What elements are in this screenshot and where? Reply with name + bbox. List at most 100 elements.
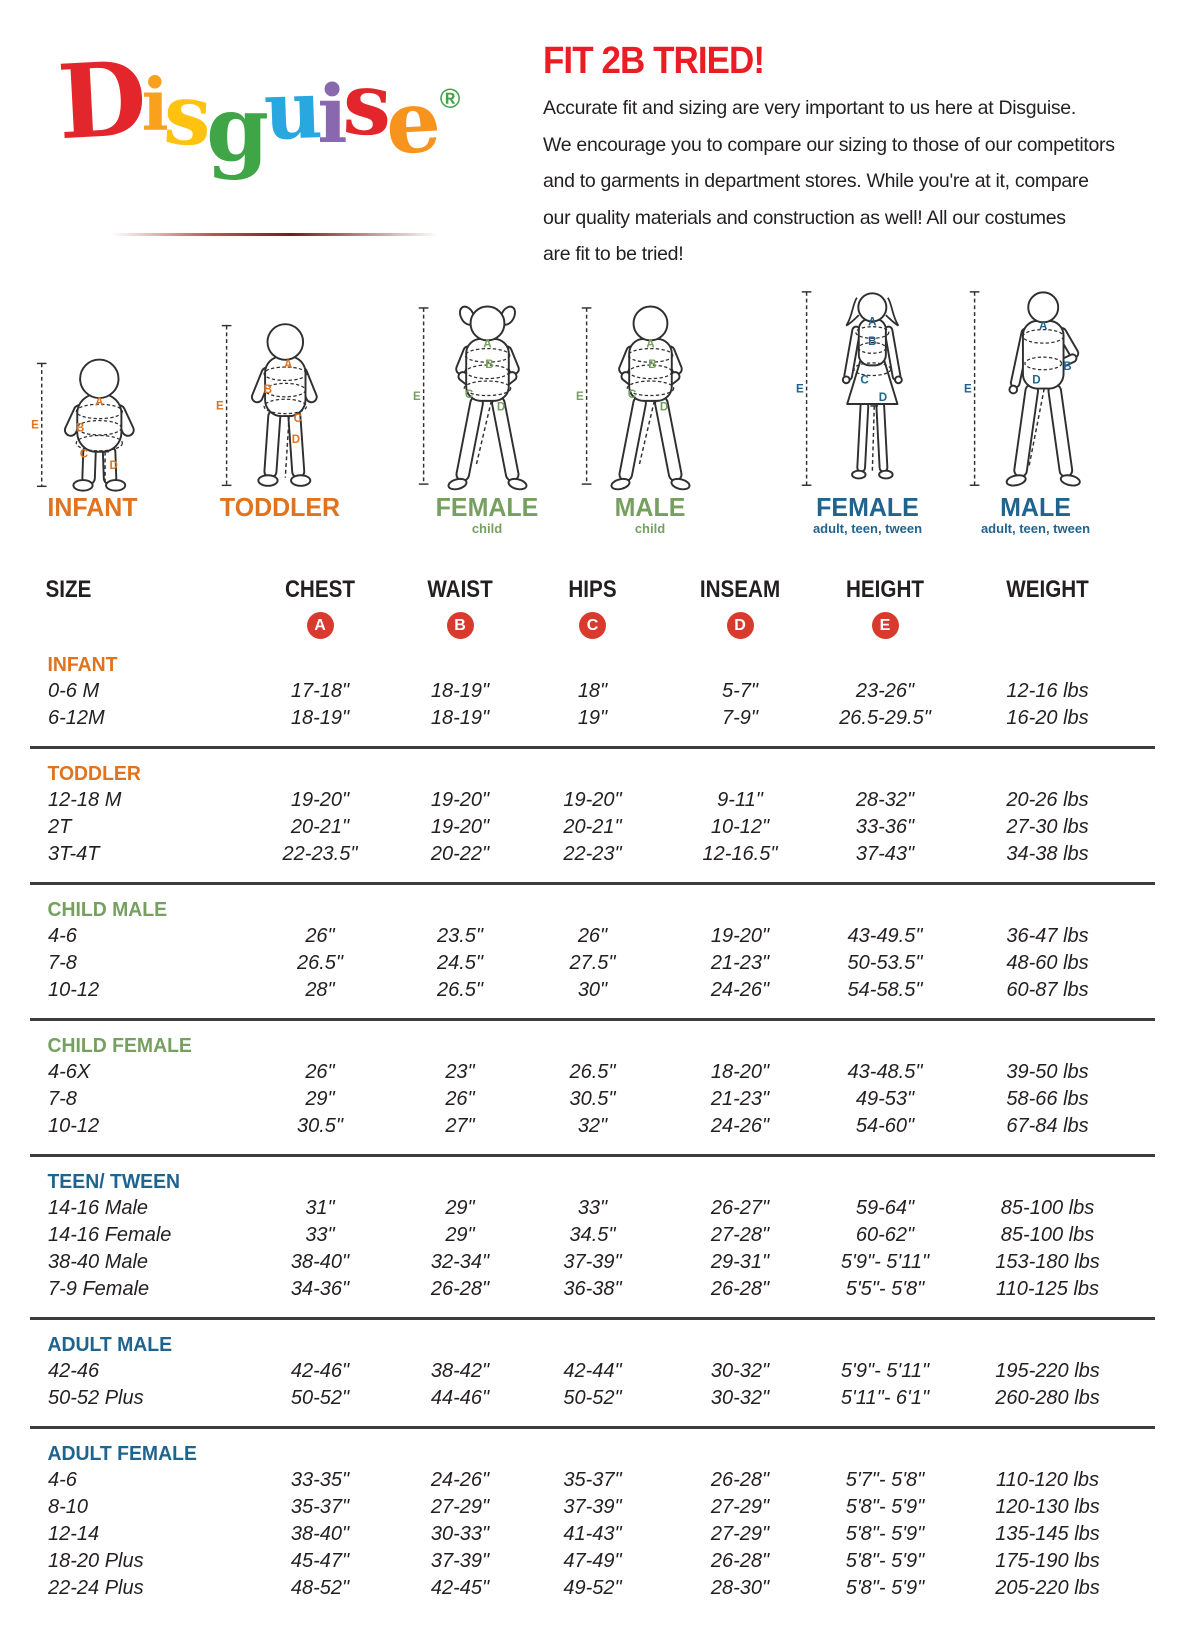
value-cell: 24.5" — [436, 952, 484, 974]
svg-text:A: A — [1039, 320, 1048, 333]
value-cell: 26.5-29.5" — [839, 707, 931, 729]
size-cell: 8-10 — [48, 1496, 89, 1518]
value-cell: 23" — [445, 1061, 475, 1083]
table-row: 22-24 Plus 48-52" 42-45" 49-52" 28-30" 5'8"- … — [30, 1575, 1155, 1602]
value-cell: 26-28" — [430, 1278, 490, 1300]
value-cell: 23.5" — [436, 925, 484, 947]
value-cell: 26.5" — [436, 979, 484, 1001]
figure-label: FEMALE — [435, 492, 539, 522]
value-cell: 27-29" — [710, 1523, 770, 1545]
value-cell: 30-32" — [710, 1387, 770, 1409]
logo-letter: e — [383, 70, 444, 175]
svg-text:E: E — [31, 420, 39, 432]
svg-text:E: E — [413, 390, 421, 403]
value-cell: 38-40" — [290, 1251, 350, 1273]
size-cell: 7-8 — [48, 952, 77, 974]
value-cell: 23-26" — [855, 680, 915, 702]
section-divider — [30, 1154, 1155, 1157]
value-cell: 5'8"- 5'9" — [845, 1577, 925, 1599]
value-cell: 44-46" — [430, 1387, 490, 1409]
value-cell: 27-28" — [710, 1224, 770, 1246]
value-cell: 26.5" — [296, 952, 344, 974]
svg-text:B: B — [264, 384, 272, 396]
value-cell: 29" — [305, 1088, 335, 1110]
value-cell: 26-28" — [710, 1278, 770, 1300]
value-cell: 205-220 lbs — [995, 1577, 1100, 1599]
svg-text:B: B — [648, 358, 656, 371]
value-cell: 18-19" — [430, 707, 490, 729]
value-cell: 27-30 lbs — [1006, 816, 1089, 838]
value-cell: 26" — [305, 1061, 335, 1083]
column-header: INSEAM — [699, 576, 781, 603]
value-cell: 59-64" — [855, 1197, 915, 1219]
size-cell: 50-52 Plus — [48, 1387, 144, 1409]
table-row: 10-12 30.5" 27" 32" 24-26" 54-60" 67-84 lbs — [30, 1113, 1155, 1140]
table-row: 38-40 Male 38-40" 32-34" 37-39" 29-31" 5'9"- … — [30, 1249, 1155, 1276]
measure-badge-a: A — [306, 611, 334, 639]
svg-text:E: E — [216, 400, 224, 412]
size-cell: 3T-4T — [48, 843, 100, 865]
table-row: A B C D E — [30, 610, 1155, 640]
value-cell: 18-20" — [710, 1061, 770, 1083]
size-cell: 4-6X — [48, 1061, 91, 1083]
table-row: 7-9 Female 34-36" 26-28" 36-38" 26-28" 5'5"- … — [30, 1276, 1155, 1303]
value-cell: 21-23" — [710, 1088, 770, 1110]
value-cell: 85-100 lbs — [1000, 1197, 1095, 1219]
value-cell: 36-47 lbs — [1006, 925, 1089, 947]
section-divider — [30, 1426, 1155, 1429]
figure-label: INFANT — [47, 492, 138, 522]
value-cell: 29-31" — [710, 1251, 770, 1273]
badge-cell: D — [655, 610, 825, 640]
svg-text:A: A — [284, 359, 293, 371]
value-cell: 110-120 lbs — [995, 1469, 1100, 1491]
measure-badge-e: E — [871, 611, 899, 639]
value-cell: 47-49" — [563, 1550, 622, 1572]
value-cell: 9-11" — [717, 789, 763, 811]
badge-cell — [30, 610, 250, 640]
value-cell: 10-12" — [710, 816, 770, 838]
value-cell: 26" — [445, 1088, 475, 1110]
value-cell: 20-21" — [563, 816, 622, 838]
value-cell: 5'8"- 5'9" — [845, 1523, 925, 1545]
section-title: ADULT MALE — [47, 1334, 173, 1356]
value-cell: 17-18" — [290, 680, 350, 702]
value-cell: 33-35" — [290, 1469, 350, 1491]
value-cell: 39-50 lbs — [1006, 1061, 1089, 1083]
badge-cell — [945, 610, 1150, 640]
value-cell: 43-48.5" — [847, 1061, 923, 1083]
value-cell: 42-45" — [430, 1577, 490, 1599]
value-cell: 43-49.5" — [847, 925, 923, 947]
value-cell: 26-28" — [710, 1550, 770, 1572]
measure-badge-c: C — [579, 611, 606, 639]
value-cell: 32-34" — [430, 1251, 490, 1273]
value-cell: 26-27" — [710, 1197, 770, 1219]
value-cell: 30.5" — [569, 1088, 616, 1110]
value-cell: 38-40" — [290, 1523, 350, 1545]
svg-text:B: B — [485, 358, 493, 371]
value-cell: 60-62" — [855, 1224, 915, 1246]
value-cell: 50-53.5" — [847, 952, 923, 974]
value-cell: 34.5" — [569, 1224, 616, 1246]
logo-underline — [112, 233, 438, 236]
figure-sublabel: child — [471, 521, 503, 537]
figure-label: MALE — [1000, 492, 1071, 522]
svg-text:C: C — [860, 374, 869, 387]
figure-sublabel: child — [634, 521, 666, 537]
value-cell: 27-29" — [710, 1496, 770, 1518]
svg-text:D: D — [1032, 374, 1040, 387]
value-cell: 38-42" — [430, 1360, 490, 1382]
svg-text:B: B — [868, 335, 876, 348]
size-cell: 10-12 — [48, 979, 100, 1001]
value-cell: 135-145 lbs — [995, 1523, 1100, 1545]
badge-cell: B — [390, 610, 530, 640]
size-cell: 18-20 Plus — [48, 1550, 144, 1572]
value-cell: 30-33" — [430, 1523, 490, 1545]
section-divider — [30, 746, 1155, 749]
column-header-size: SIZE — [45, 576, 92, 603]
measure-badge-d: D — [726, 611, 754, 639]
value-cell: 18-19" — [430, 680, 490, 702]
value-cell: 19-20" — [430, 789, 490, 811]
logo-letter: i — [317, 67, 348, 161]
